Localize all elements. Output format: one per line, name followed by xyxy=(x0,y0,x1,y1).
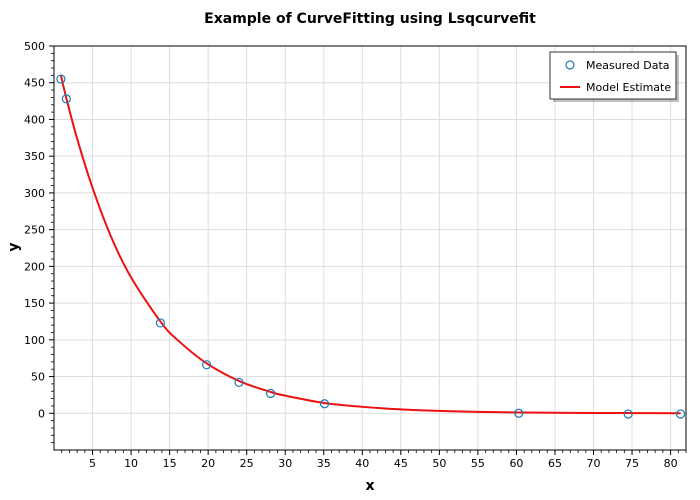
legend-marker-measured-data xyxy=(565,60,575,70)
x-tick-label: 55 xyxy=(471,457,485,470)
x-tick-label: 5 xyxy=(89,457,96,470)
data-point-measured-data xyxy=(202,360,212,370)
x-tick-label: 80 xyxy=(664,457,678,470)
y-tick-label: 200 xyxy=(24,260,45,273)
y-tick-label: 50 xyxy=(31,371,45,384)
y-tick-label: 250 xyxy=(24,224,45,237)
legend: Measured Data Model Estimate xyxy=(549,51,679,102)
series-layer xyxy=(56,74,686,419)
x-tick-label: 20 xyxy=(201,457,215,470)
x-axis-ticks: 5 10 15 20 25 30 35 40 45 50 55 60 65 70 75 80 xyxy=(89,450,678,470)
chart-title: Example of CurveFitting using Lsqcurvefi… xyxy=(204,11,536,27)
x-tick-label: 30 xyxy=(278,457,292,470)
y-tick-label: 0 xyxy=(38,407,45,420)
x-tick-label: 75 xyxy=(625,457,639,470)
plot-frame xyxy=(53,45,687,451)
y-tick-label: 350 xyxy=(24,150,45,163)
data-point-measured-data xyxy=(61,94,71,104)
y-tick-label: 300 xyxy=(24,187,45,200)
data-point-measured-data xyxy=(514,408,524,418)
y-tick-label: 400 xyxy=(24,113,45,126)
y-axis-ticks: 0 50 100 150 200 250 300 350 400 450 500 xyxy=(24,40,54,420)
data-point-measured-data xyxy=(155,318,165,328)
data-point-measured-data xyxy=(319,399,330,409)
minor-ticks xyxy=(51,52,687,453)
x-axis-label: x xyxy=(365,478,374,494)
data-point-measured-data xyxy=(56,74,66,84)
data-point-measured-data xyxy=(234,377,244,388)
x-tick-label: 35 xyxy=(317,457,331,470)
x-tick-label: 60 xyxy=(509,457,523,470)
x-tick-label: 50 xyxy=(432,457,446,470)
x-tick-label: 25 xyxy=(240,457,254,470)
x-tick-label: 45 xyxy=(394,457,408,470)
x-tick-label: 10 xyxy=(124,457,138,470)
x-tick-label: 40 xyxy=(355,457,369,470)
legend-label-measured-data: Measured Data xyxy=(586,59,670,72)
x-tick-label: 65 xyxy=(548,457,562,470)
data-point-measured-data xyxy=(676,409,686,419)
y-tick-label: 500 xyxy=(24,40,45,53)
legend-label-model-estimate: Model Estimate xyxy=(586,81,671,94)
y-tick-label: 450 xyxy=(24,77,45,90)
series-line-model-estimate xyxy=(59,75,681,415)
legend-box xyxy=(549,51,677,100)
data-point-measured-data xyxy=(265,388,276,399)
y-tick-label: 150 xyxy=(24,297,45,310)
y-tick-label: 100 xyxy=(24,334,45,347)
x-tick-label: 70 xyxy=(587,457,601,470)
x-tick-label: 15 xyxy=(163,457,177,470)
y-axis-label: y xyxy=(6,242,22,251)
grid xyxy=(54,45,686,450)
data-point-measured-data xyxy=(623,409,633,419)
